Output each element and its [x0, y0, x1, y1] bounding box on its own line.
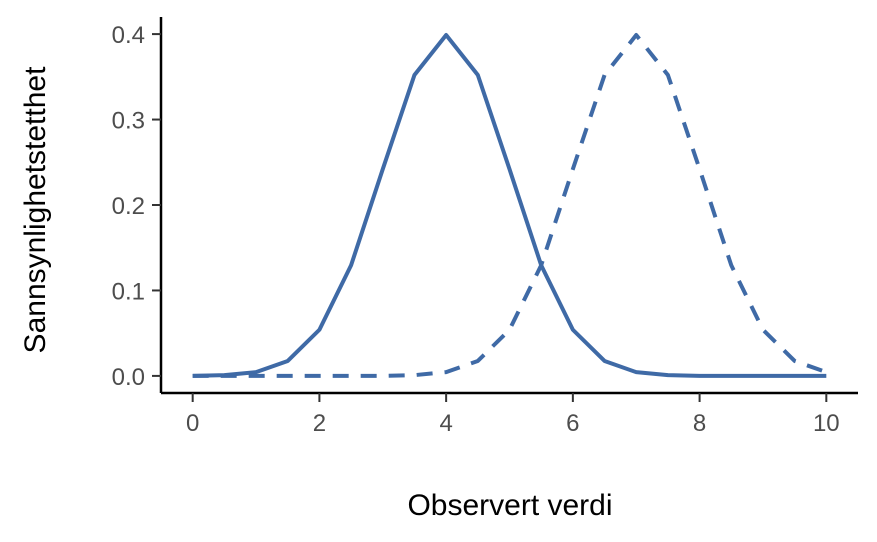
x-tick-label: 10 — [813, 410, 840, 437]
x-tick-label: 6 — [566, 410, 579, 437]
x-tick-label: 0 — [186, 410, 199, 437]
y-tick-label: 0.0 — [112, 364, 145, 391]
x-tick-label: 8 — [693, 410, 706, 437]
x-axis-title: Observert verdi — [407, 489, 612, 522]
y-tick-label: 0.1 — [112, 278, 145, 305]
series-line-dashed — [192, 33, 827, 378]
x-tick-label: 4 — [439, 410, 452, 437]
y-tick-label: 0.2 — [112, 193, 145, 220]
x-tick-label: 2 — [313, 410, 326, 437]
plot-area — [192, 33, 827, 378]
y-tick-label: 0.3 — [112, 108, 145, 135]
series-line-solid — [192, 33, 827, 378]
y-tick-label: 0.4 — [112, 22, 145, 49]
y-axis-title: Sannsynlighetstetthet — [19, 66, 52, 354]
axis-ticks: 0 2 4 6 8 10 0.0 0.1 0.2 0.3 0.4 — [112, 22, 840, 437]
